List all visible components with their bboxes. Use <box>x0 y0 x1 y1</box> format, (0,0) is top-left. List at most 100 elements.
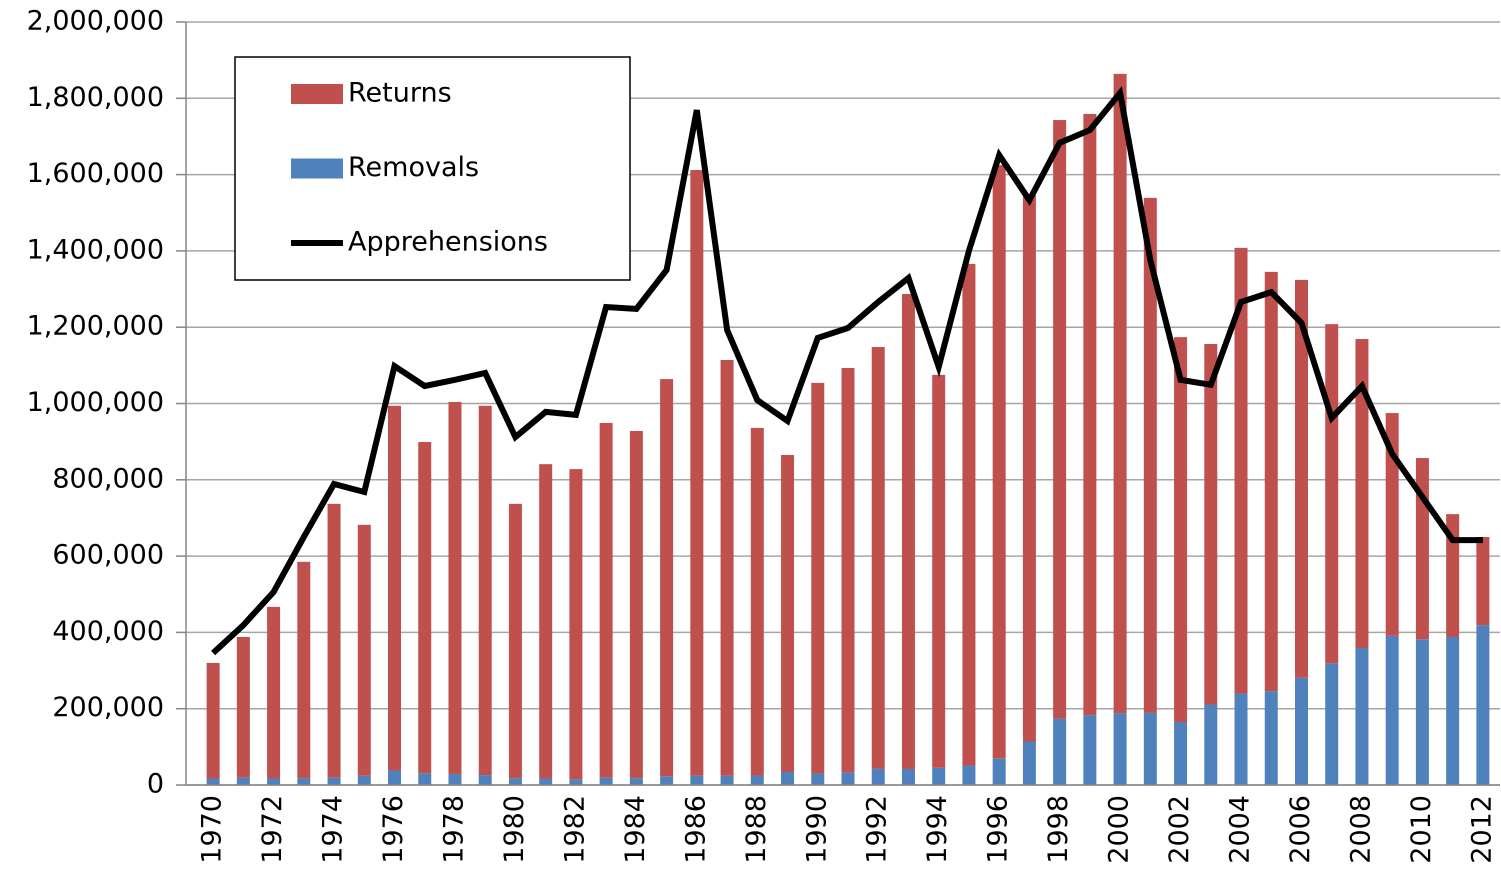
bar-segment <box>1294 677 1308 785</box>
bar-segment <box>599 777 613 785</box>
bar-segment <box>1143 197 1157 713</box>
bar-segment <box>781 455 795 773</box>
x-tick-label: 1990 <box>801 795 832 864</box>
bar-segment <box>327 777 341 785</box>
x-tick-label: 1974 <box>318 795 349 864</box>
bar-segment <box>1446 636 1460 785</box>
bar-segment <box>1476 625 1490 785</box>
bar-segment <box>750 775 764 785</box>
legend-label: Apprehensions <box>348 227 548 258</box>
bar-segment <box>267 606 281 779</box>
legend-label: Returns <box>348 78 452 109</box>
x-tick-label: 1998 <box>1043 795 1074 864</box>
bar-segment <box>1355 648 1369 785</box>
bar-segment <box>720 360 734 776</box>
bar-segment <box>1204 343 1218 705</box>
y-tick-label: 400,000 <box>52 616 164 647</box>
y-tick-label: 1,800,000 <box>27 82 164 113</box>
bar-segment <box>388 770 402 785</box>
bar-segment <box>508 778 522 785</box>
bar-segment <box>478 775 492 785</box>
x-tick-label: 2010 <box>1406 795 1437 864</box>
bar-segment <box>660 379 674 777</box>
legend-label: Removals <box>348 152 479 183</box>
bar-segment <box>418 442 432 774</box>
bar-segment <box>388 405 402 771</box>
bars <box>206 73 1490 785</box>
bar-segment <box>1083 113 1097 716</box>
bar-segment <box>1415 639 1429 785</box>
lines <box>211 86 1483 656</box>
bar-segment <box>629 430 643 779</box>
y-tick-label: 1,600,000 <box>27 158 164 189</box>
bar-segment <box>1385 635 1399 785</box>
bar-segment <box>629 778 643 785</box>
bar-segment <box>1234 247 1248 694</box>
bar-segment <box>962 263 976 766</box>
bar-segment <box>690 775 704 785</box>
y-tick-label: 0 <box>147 769 164 800</box>
bar-segment <box>1113 713 1127 785</box>
bar-segment <box>781 772 795 785</box>
bar-segment <box>569 469 583 780</box>
bar-segment <box>599 422 613 778</box>
x-tick-label: 2012 <box>1466 795 1497 864</box>
bar-segment <box>478 405 492 776</box>
bar-segment <box>1415 458 1429 640</box>
bar-segment <box>660 776 674 785</box>
y-tick-label: 600,000 <box>52 540 164 571</box>
bar-segment <box>1022 194 1036 742</box>
bar-segment <box>1053 718 1067 785</box>
bar-segment <box>1143 712 1157 785</box>
bar-segment <box>448 773 462 785</box>
bar-segment <box>267 778 281 785</box>
bar-segment <box>750 427 764 776</box>
bar-segment <box>539 778 553 785</box>
bar-segment <box>448 401 462 774</box>
bar-segment <box>962 765 976 785</box>
bar-segment <box>206 778 220 785</box>
bar-segment <box>901 768 915 785</box>
bar-segment <box>297 561 311 779</box>
x-tick-label: 1976 <box>378 795 409 864</box>
x-tick-label: 1970 <box>197 795 228 864</box>
bar-segment <box>1355 339 1369 649</box>
bar-segment <box>690 170 704 776</box>
bar-segment <box>811 382 825 774</box>
bar-segment <box>1022 741 1036 785</box>
bar-segment <box>418 773 432 785</box>
bar-segment <box>1083 715 1097 785</box>
y-tick-label: 2,000,000 <box>27 6 164 37</box>
y-tick-label: 800,000 <box>52 463 164 494</box>
bar-segment <box>720 775 734 785</box>
legend-swatch <box>291 158 343 179</box>
x-tick-label: 1982 <box>559 795 590 864</box>
bar-segment <box>871 347 885 769</box>
y-tick-label: 1,000,000 <box>27 387 164 418</box>
bar-segment <box>236 777 250 785</box>
bar-segment <box>1174 337 1188 723</box>
legend: Returns Removals Apprehensions <box>234 56 631 281</box>
x-tick-label: 1996 <box>983 795 1014 864</box>
x-tick-label: 1984 <box>620 795 651 864</box>
x-tick-label: 1992 <box>862 795 893 864</box>
y-tick-label: 1,400,000 <box>27 234 164 265</box>
x-tick-label: 1972 <box>257 795 288 864</box>
bar-segment <box>1113 73 1127 714</box>
x-tick-label: 1978 <box>438 795 469 864</box>
axes: 0 200,000 400,000 600,000 800,000 1,000,000 1,… <box>27 6 1500 864</box>
y-tick-label: 200,000 <box>52 692 164 723</box>
legend-swatch <box>291 84 343 104</box>
bar-segment <box>569 779 583 785</box>
x-tick-label: 2006 <box>1285 795 1316 864</box>
bar-segment <box>1264 271 1278 692</box>
x-tick-label: 2004 <box>1225 795 1256 864</box>
bar-segment <box>992 758 1006 785</box>
bar-segment <box>206 662 220 779</box>
x-tick-label: 2002 <box>1164 795 1195 864</box>
bar-segment <box>841 772 855 785</box>
bar-segment <box>1264 691 1278 785</box>
bar-segment <box>1204 704 1218 785</box>
